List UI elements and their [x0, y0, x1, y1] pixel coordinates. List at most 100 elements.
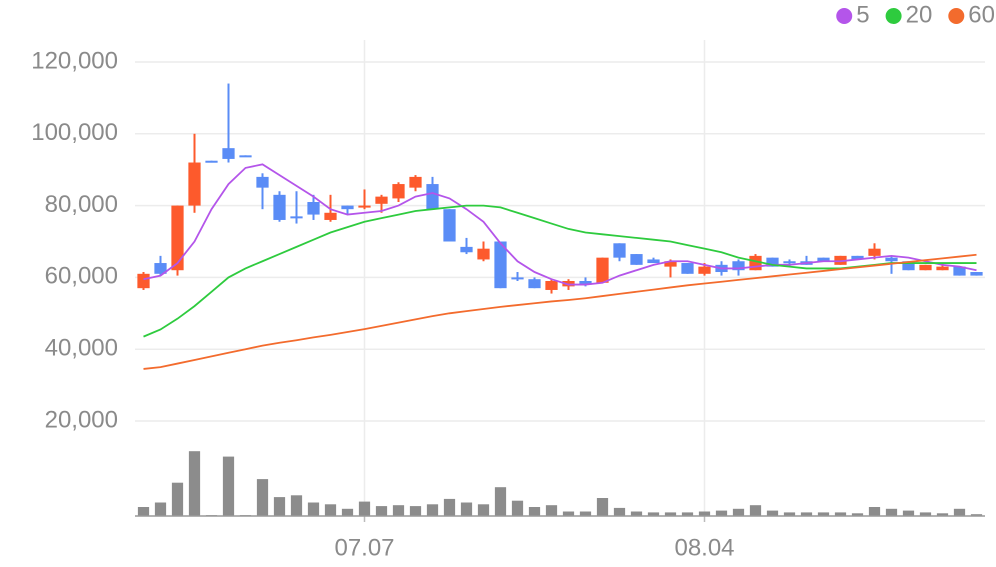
candle-body — [324, 212, 337, 220]
candle-body — [426, 184, 439, 210]
legend-label: 60 — [968, 1, 995, 28]
legend-label: 5 — [856, 1, 869, 28]
candle-body — [885, 257, 898, 262]
volume-bar — [885, 508, 898, 516]
volume-bar — [817, 512, 830, 516]
candle-body — [681, 263, 694, 274]
candle-body — [409, 176, 422, 188]
volume-bar — [970, 514, 983, 516]
candle-body — [137, 273, 150, 289]
candle-body — [494, 241, 507, 289]
volume-bar — [579, 511, 592, 516]
volume-bar — [545, 505, 558, 516]
volume-bar — [630, 511, 643, 516]
candle-body — [341, 205, 354, 210]
candle-body — [443, 209, 456, 242]
legend-marker — [948, 8, 965, 24]
candle-body — [171, 205, 184, 271]
candle-body — [477, 248, 490, 260]
y-tick-label: 100,000 — [31, 119, 118, 146]
candle-body — [579, 280, 592, 285]
volume-bar — [409, 506, 422, 516]
volume-bar — [834, 512, 847, 516]
candle-body — [392, 184, 405, 199]
volume-bar — [528, 507, 541, 516]
volume-bar — [715, 510, 728, 516]
candle-body — [647, 259, 660, 264]
volume-bar — [494, 487, 507, 516]
candle-body — [256, 176, 269, 188]
volume-bar — [800, 512, 813, 516]
candle-body — [902, 261, 915, 271]
volume-bar — [596, 498, 609, 516]
volume-bar — [647, 512, 660, 516]
volume-bar — [477, 504, 490, 516]
candle-body — [511, 277, 524, 280]
candle-body — [732, 261, 745, 271]
volume-bar — [290, 495, 303, 516]
volume-bar — [902, 510, 915, 516]
y-tick-label: 20,000 — [45, 406, 118, 433]
volume-bar — [766, 510, 779, 516]
volume-bar — [851, 513, 864, 516]
candle-body — [528, 279, 541, 289]
volume-bar — [443, 498, 456, 516]
y-tick-label: 40,000 — [45, 335, 118, 362]
legend-marker — [885, 8, 902, 24]
volume-bar — [324, 504, 337, 516]
volume-bar — [375, 506, 388, 516]
candle-body — [222, 148, 235, 159]
x-tick-label: 08.04 — [674, 534, 734, 561]
volume-bar — [426, 504, 439, 516]
volume-bar — [222, 456, 235, 516]
candle-body — [205, 160, 218, 163]
ma-line — [143, 253, 977, 370]
candle-body — [613, 243, 626, 258]
volume-bar — [154, 502, 167, 516]
volume-bar — [919, 512, 932, 516]
y-tick-label: 80,000 — [45, 191, 118, 218]
volume-bar — [256, 479, 269, 516]
candle-body — [358, 205, 371, 208]
candle-body — [851, 255, 864, 260]
candle-body — [664, 261, 677, 267]
volume-bar — [511, 500, 524, 516]
legend-label: 20 — [906, 1, 933, 28]
legend-marker — [836, 8, 853, 24]
candle-body — [630, 254, 643, 265]
volume-bar — [613, 507, 626, 516]
y-tick-label: 60,000 — [45, 263, 118, 290]
volume-bar — [188, 451, 201, 516]
candle-body — [460, 246, 473, 253]
volume-bar — [681, 512, 694, 516]
candle-body — [970, 272, 983, 276]
volume-bar — [868, 507, 881, 516]
volume-bar — [749, 505, 762, 516]
volume-bar — [936, 513, 949, 516]
volume-bar — [698, 511, 711, 516]
volume-bar — [137, 507, 150, 516]
candle-body — [188, 162, 201, 206]
y-tick-label: 120,000 — [31, 47, 118, 74]
candle-body — [953, 266, 966, 276]
candle-body — [698, 266, 711, 274]
volume-bar — [171, 482, 184, 516]
volume-bar — [953, 508, 966, 516]
volume-bar — [307, 502, 320, 516]
volume-bar — [732, 508, 745, 516]
ma-line — [143, 204, 977, 338]
candle-body — [545, 280, 558, 290]
volume-bar — [341, 508, 354, 516]
candle-body — [817, 257, 830, 262]
candle-body — [596, 257, 609, 283]
volume-bar — [664, 512, 677, 516]
volume-bar — [783, 512, 796, 516]
candle-body — [868, 248, 881, 256]
x-tick-label: 07.07 — [334, 534, 394, 561]
candle-body — [239, 155, 252, 158]
candle-body — [936, 266, 949, 271]
candle-body — [766, 257, 779, 267]
candle-body — [307, 202, 320, 215]
